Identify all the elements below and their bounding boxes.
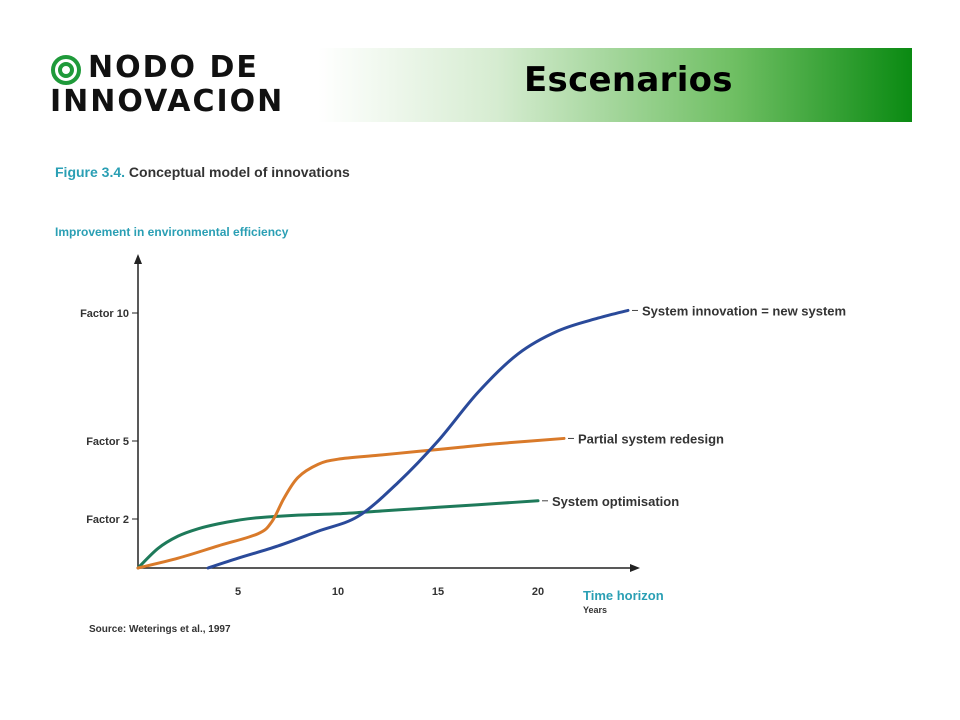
y-tick-label: Factor 5: [86, 436, 129, 448]
spiral-logo-icon: [51, 55, 81, 85]
series-label: Partial system redesign: [578, 431, 724, 446]
series-label: System innovation = new system: [642, 303, 846, 318]
logo-text-line1: NODO DE: [88, 50, 259, 85]
chart-series-labels: System optimisation Partial system redesi…: [542, 303, 846, 509]
logo: NODO DE INNOVACION: [50, 50, 310, 122]
header-gradient-bar: [318, 48, 912, 122]
series-label: System optimisation: [552, 494, 679, 509]
chart-series: [136, 308, 630, 570]
x-axis-sublabel: Years: [583, 605, 607, 615]
y-axis-arrow: [134, 254, 142, 264]
y-axis-label: Improvement in environmental efficiency: [55, 225, 289, 239]
series-line: [206, 308, 630, 570]
slide-title: Escenarios: [524, 60, 733, 100]
chart-ticks: 5 10 15 20 Factor 2 Factor 5 Factor 10: [80, 308, 544, 598]
logo-text-line2: INNOVACION: [50, 84, 285, 119]
y-tick-label: Factor 10: [80, 308, 129, 320]
x-tick-label: 5: [235, 586, 241, 598]
x-axis-arrow: [630, 564, 640, 572]
x-tick-label: 10: [332, 586, 344, 598]
figure-caption-text: Conceptual model of innovations: [128, 164, 350, 180]
series-line: [136, 436, 566, 570]
x-tick-label: 15: [432, 586, 444, 598]
x-axis-label: Time horizon: [583, 588, 664, 603]
figure-number: Figure 3.4.: [55, 164, 126, 180]
figure-caption: Figure 3.4. Conceptual model of innovati…: [55, 164, 350, 180]
series-line: [136, 499, 540, 570]
x-tick-label: 20: [532, 586, 544, 598]
y-tick-label: Factor 2: [86, 514, 129, 526]
source-note: Source: Weterings et al., 1997: [89, 624, 231, 635]
